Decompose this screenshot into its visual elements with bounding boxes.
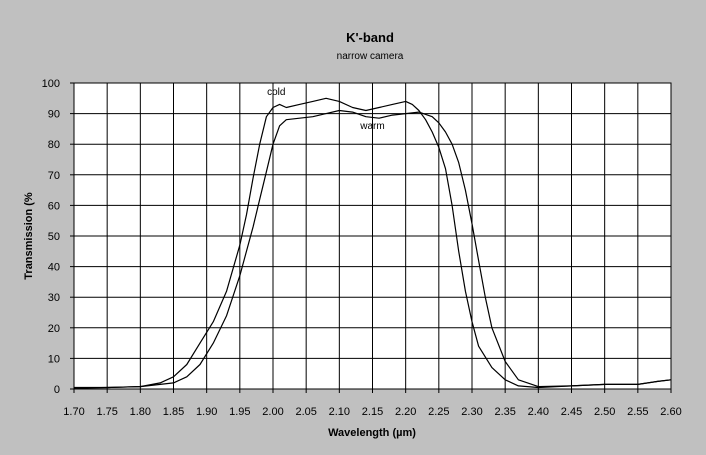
x-tick-label: 1.70 xyxy=(63,406,84,418)
chart-subtitle: narrow camera xyxy=(337,51,404,62)
x-tick-label: 2.45 xyxy=(561,406,582,418)
y-tick-label: 100 xyxy=(42,78,60,90)
y-tick-label: 20 xyxy=(48,323,60,335)
y-tick-label: 60 xyxy=(48,200,60,212)
x-tick-label: 1.90 xyxy=(196,406,217,418)
series-line-cold xyxy=(74,97,672,389)
x-tick-label: 2.00 xyxy=(262,406,283,418)
y-tick-label: 90 xyxy=(48,109,60,121)
x-tick-labels: 1.70 1.75 1.80 1.85 1.90 1.95 2.00 2.05 2.10 2.15… xyxy=(63,406,681,418)
x-tick-label: 1.95 xyxy=(229,406,250,418)
x-tick-label: 2.20 xyxy=(395,406,416,418)
chart-title: K'-band xyxy=(346,30,394,45)
x-tick-label: 2.15 xyxy=(362,406,383,418)
x-tick-label: 1.80 xyxy=(130,406,151,418)
y-tick-label: 0 xyxy=(54,384,60,396)
y-tick-label: 40 xyxy=(48,262,60,274)
x-tick-label: 1.85 xyxy=(163,406,184,418)
x-tick-label: 2.50 xyxy=(594,406,615,418)
x-tick-label: 2.40 xyxy=(528,406,549,418)
y-tick-label: 50 xyxy=(48,231,60,243)
series-line-warm xyxy=(73,109,672,389)
x-tick-label: 2.35 xyxy=(494,406,515,418)
y-tick-label: 80 xyxy=(48,139,60,151)
annotations: cold warm xyxy=(267,87,385,132)
series-lines xyxy=(73,97,672,389)
y-tick-label: 30 xyxy=(48,292,60,304)
x-tick-label: 2.05 xyxy=(295,406,316,418)
y-tick-label: 70 xyxy=(48,170,60,182)
y-tick-labels: 0 10 20 30 40 50 60 70 80 90 100 xyxy=(42,78,60,396)
x-tick-label: 2.10 xyxy=(329,406,350,418)
x-tick-label: 2.25 xyxy=(428,406,449,418)
x-tick-label: 2.55 xyxy=(627,406,648,418)
y-axis-label: Transmission (% xyxy=(23,192,35,280)
x-tick-label: 2.60 xyxy=(660,406,681,418)
x-tick-label: 2.30 xyxy=(461,406,482,418)
x-axis-label: Wavelength (µm) xyxy=(328,427,416,439)
grid-lines xyxy=(70,82,672,393)
x-tick-label: 1.75 xyxy=(96,406,117,418)
annotation-cold: cold xyxy=(267,87,285,98)
annotation-warm: warm xyxy=(359,121,384,132)
y-tick-label: 10 xyxy=(48,353,60,365)
